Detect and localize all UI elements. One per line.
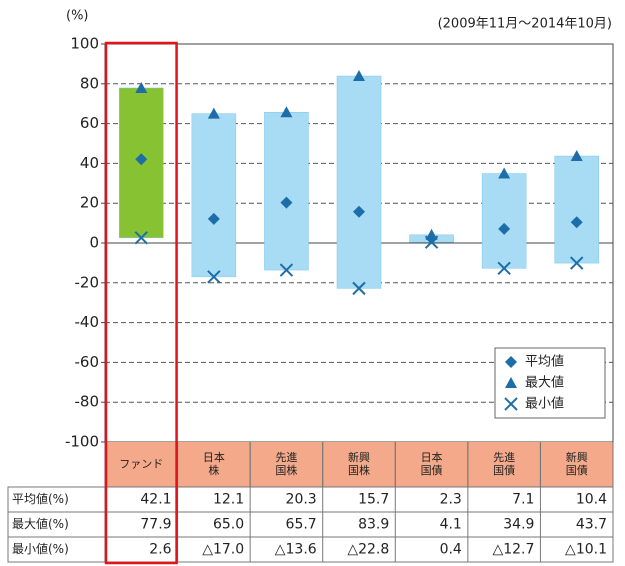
category-label: 先進国債 — [493, 451, 515, 477]
marker-cross — [424, 235, 439, 249]
table-value: 12.1 — [213, 492, 244, 508]
table-value: △10.1 — [565, 542, 607, 558]
marker-diamond — [570, 216, 583, 229]
range-bar — [264, 112, 309, 271]
marker-diamond — [353, 205, 365, 218]
category-label: ファンド — [119, 458, 163, 471]
y-tick-label: -80 — [75, 393, 100, 411]
table-value: △12.7 — [492, 542, 534, 558]
table-value: 2.3 — [440, 492, 462, 508]
table-value: 7.1 — [512, 492, 534, 508]
y-tick-label: -20 — [75, 273, 100, 291]
marker-cross — [570, 256, 584, 270]
marker-triangle — [135, 81, 148, 93]
y-tick-label: 100 — [70, 35, 99, 53]
table-value: 42.1 — [140, 492, 171, 508]
range-bar — [554, 155, 599, 264]
marker-diamond — [280, 196, 293, 209]
category-label: 日本株 — [203, 450, 225, 477]
table-value: 77.9 — [140, 517, 171, 533]
legend-label: 平均値 — [525, 354, 564, 370]
table-value: 15.7 — [358, 492, 389, 508]
marker-triangle — [570, 150, 583, 162]
y-tick-label: -100 — [65, 433, 99, 451]
table-value: 65.0 — [213, 517, 244, 533]
period: (2009年11月～2014年10月) — [438, 17, 612, 32]
marker-cross — [279, 263, 294, 277]
marker-triangle — [207, 107, 220, 119]
legend-marker — [505, 377, 517, 388]
row-label: 最小値(%) — [12, 541, 69, 556]
table-value: 83.9 — [358, 517, 389, 533]
row-label: 平均値(%) — [12, 491, 69, 506]
category-label: 新興国債 — [566, 450, 588, 477]
row-label: 最大値(%) — [12, 516, 69, 531]
highlight-frame — [104, 41, 178, 565]
y-tick-label: 80 — [80, 74, 99, 92]
table-row — [7, 536, 614, 563]
marker-triangle — [498, 167, 511, 179]
marker-diamond — [498, 222, 511, 235]
range-bar — [336, 75, 382, 289]
table-value: 10.4 — [576, 492, 607, 508]
range-bar — [191, 113, 237, 278]
marker-triangle — [280, 106, 293, 118]
marker-triangle — [353, 70, 365, 82]
y-tick-label: -40 — [75, 313, 100, 331]
legend-marker — [504, 397, 518, 411]
category-label: 新興国株 — [348, 450, 370, 477]
marker-cross — [134, 231, 148, 245]
table-value: 65.7 — [286, 517, 317, 533]
category-label: 日本国債 — [421, 450, 443, 477]
legend-marker — [505, 356, 517, 368]
marker-diamond — [135, 153, 148, 166]
category-label: 先進国株 — [275, 451, 297, 477]
y-tick-label: -60 — [75, 353, 100, 371]
table-row — [7, 486, 614, 513]
table-value: 2.6 — [149, 542, 171, 558]
marker-diamond — [207, 212, 220, 225]
marker-triangle — [425, 228, 438, 240]
table-value: 20.3 — [286, 492, 317, 508]
category-row — [105, 442, 613, 487]
y-tick-label: 0 — [89, 234, 99, 252]
marker-cross — [352, 281, 366, 296]
table-value: △17.0 — [202, 542, 244, 558]
y-tick-label: 20 — [80, 194, 99, 212]
y-tick-label: 40 — [80, 154, 99, 172]
table-value: 43.7 — [576, 517, 607, 533]
table-row — [7, 511, 614, 538]
y-tick-label: 60 — [80, 114, 99, 132]
marker-cross — [497, 261, 511, 275]
marker-cross — [207, 270, 221, 284]
table-value: △13.6 — [275, 542, 317, 558]
legend-label: 最大値 — [525, 375, 564, 391]
table-value: △22.8 — [347, 542, 389, 558]
range-bar — [481, 173, 527, 269]
y-unit: (%) — [66, 9, 89, 24]
table-value: 0.4 — [440, 542, 462, 558]
table-value: 34.9 — [503, 517, 534, 533]
table-value: 4.1 — [440, 517, 462, 533]
legend-label: 最小値 — [525, 396, 564, 412]
